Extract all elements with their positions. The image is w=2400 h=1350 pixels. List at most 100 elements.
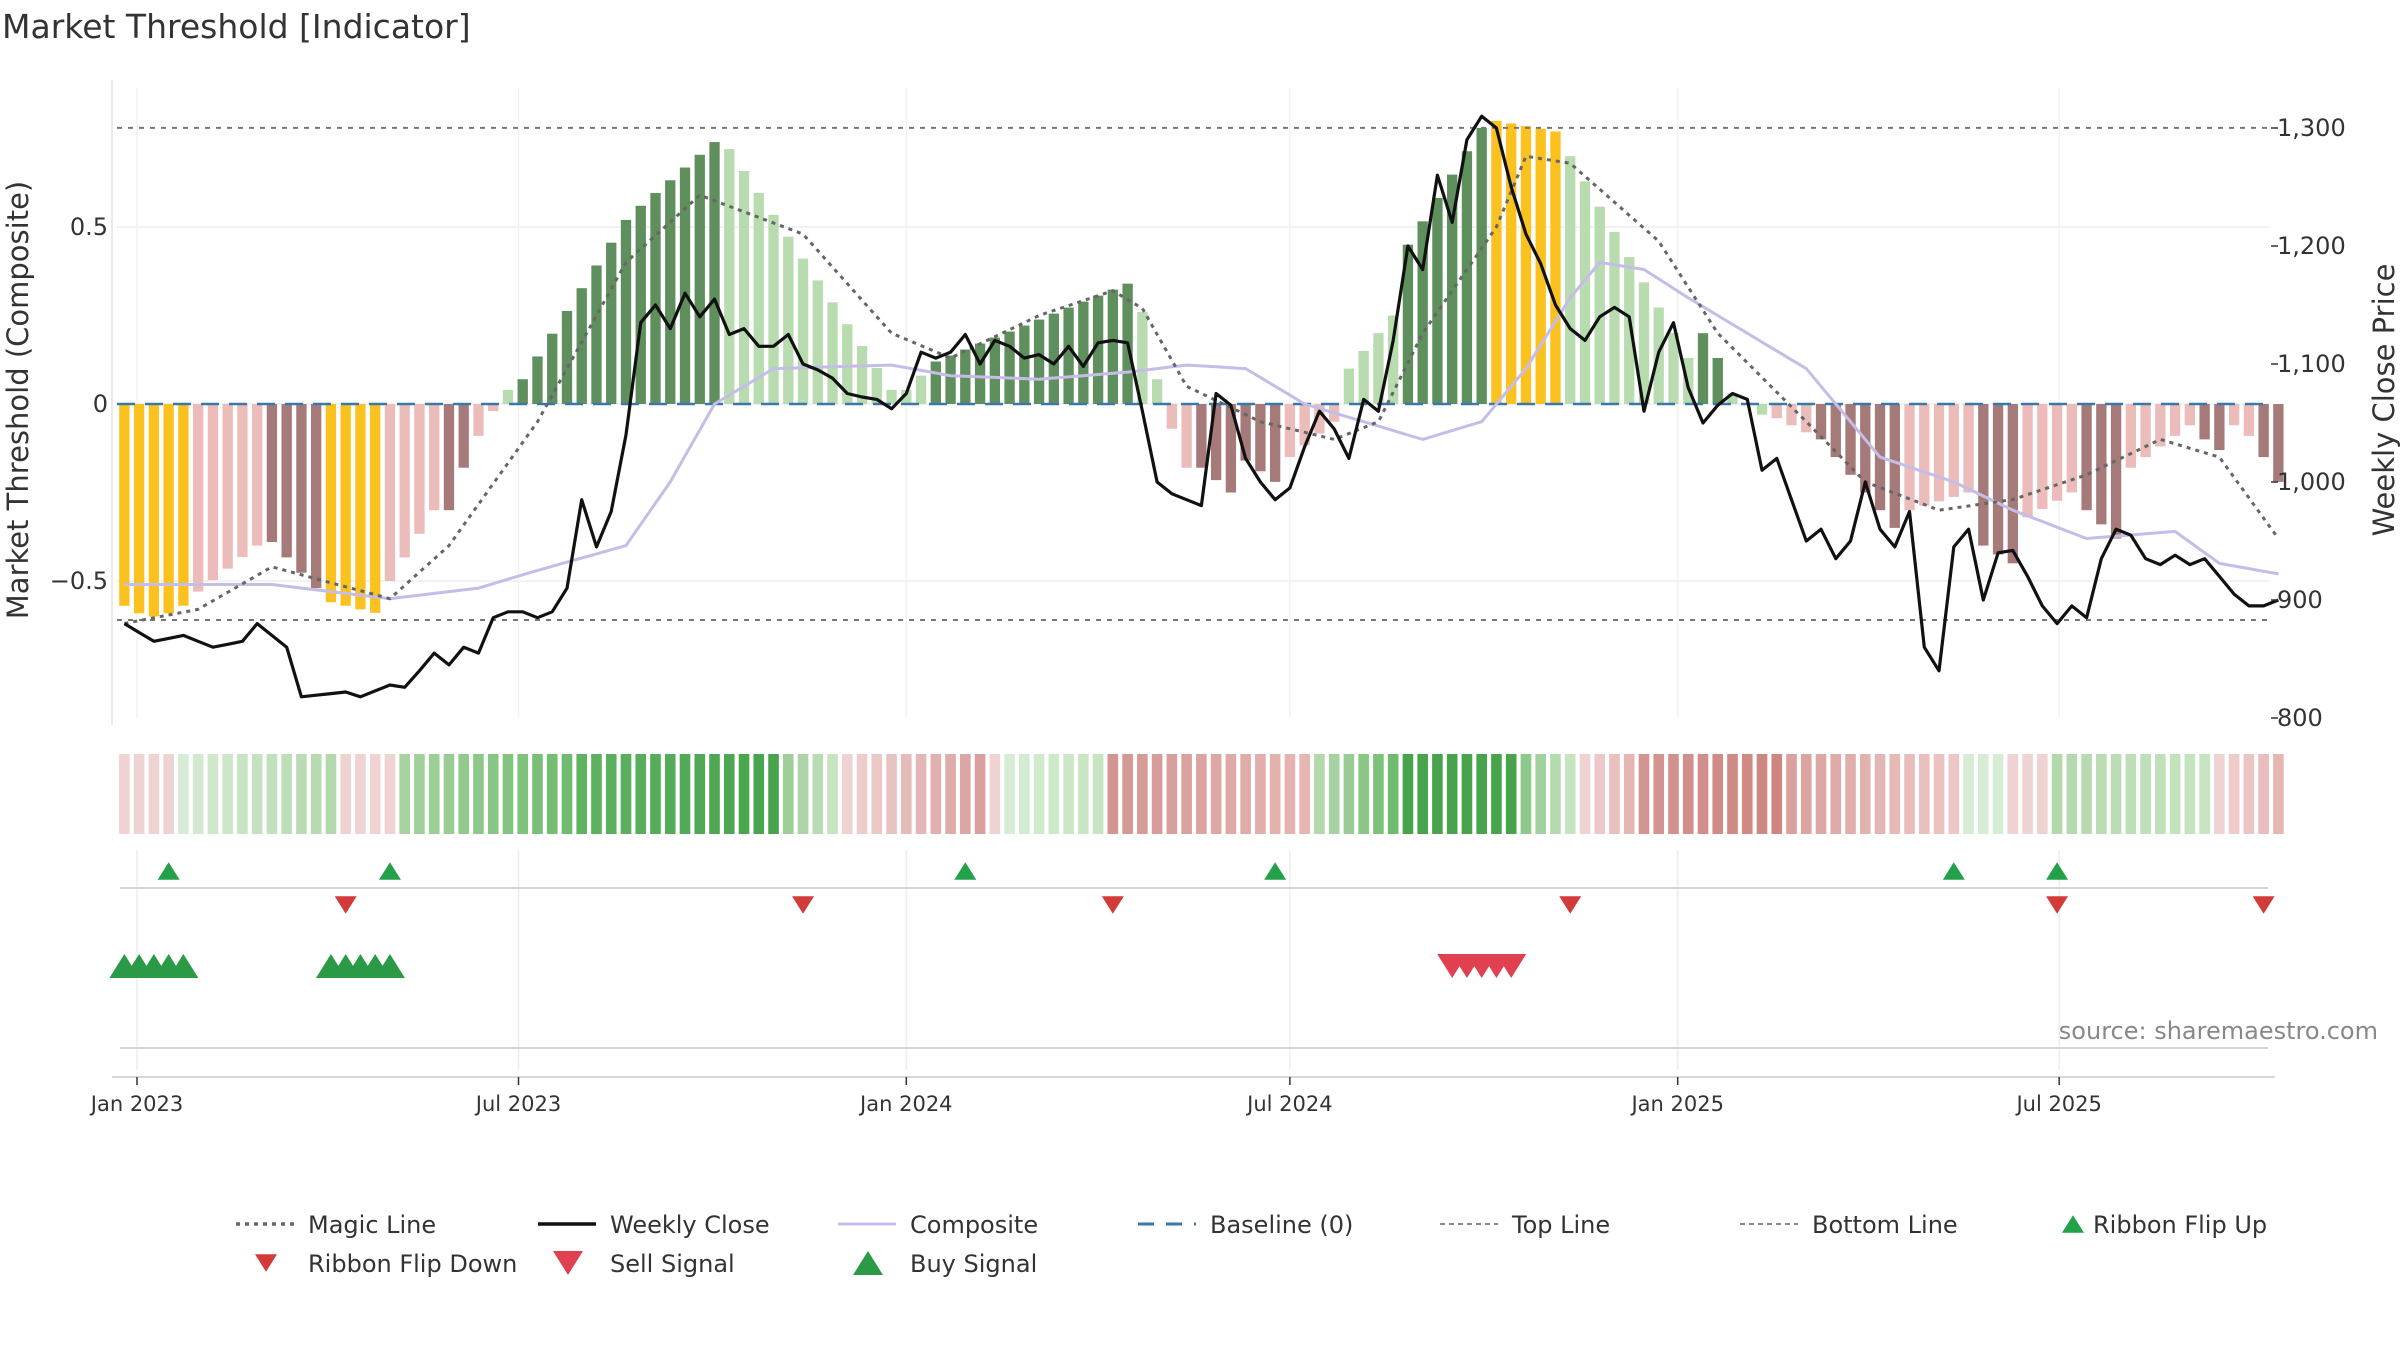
composite-bar-138 <box>2155 404 2166 447</box>
ribbon-cell-75 <box>1225 754 1237 834</box>
composite-bar-126 <box>1978 404 1989 546</box>
composite-bar-87 <box>1402 244 1414 404</box>
ribbon-cell-125 <box>1963 754 1974 834</box>
composite-bar-78 <box>1269 404 1281 482</box>
ribbon-flip-up-marker-5 <box>2046 862 2069 880</box>
composite-bar-144 <box>2243 404 2255 436</box>
composite-bar-103 <box>1638 282 1650 404</box>
x-tick-1: Jul 2023 <box>474 1092 561 1116</box>
composite-bar-14 <box>325 404 337 603</box>
composite-bar-20 <box>414 404 425 534</box>
ribbon-cell-61 <box>1019 754 1030 834</box>
ribbon-cell-40 <box>709 754 720 834</box>
composite-bar-129 <box>2022 404 2033 518</box>
ribbon-cell-127 <box>1992 754 2004 834</box>
left-tick-0: 0.5 <box>70 213 108 241</box>
series-lines <box>123 114 2280 699</box>
ribbon-cell-36 <box>650 754 661 834</box>
ribbon-flip-down-marker-3 <box>1559 896 1582 914</box>
composite-bar-34 <box>620 219 632 404</box>
ribbon-cell-96 <box>1535 754 1547 834</box>
ribbon-cell-101 <box>1609 754 1620 834</box>
grid-lines <box>117 88 2271 1070</box>
composite-bar-35 <box>635 205 646 404</box>
ribbon-cell-110 <box>1741 754 1753 834</box>
ribbon-cell-95 <box>1520 754 1532 834</box>
composite-bar-43 <box>753 192 764 404</box>
ribbon-cell-140 <box>2184 754 2196 834</box>
ribbon-flip-markers <box>120 862 2275 914</box>
composite-bar-32 <box>591 265 602 404</box>
ribbon-cell-2 <box>148 754 160 834</box>
composite-bar-38 <box>679 167 691 404</box>
ribbon-cell-70 <box>1151 754 1163 834</box>
ribbon-cell-114 <box>1800 754 1812 834</box>
composite-bar-122 <box>1919 404 1930 506</box>
ribbon-cell-41 <box>723 754 735 834</box>
ribbon-cell-1 <box>133 754 145 834</box>
legend-item-1: Weekly Close <box>538 1211 770 1239</box>
ribbon-cell-138 <box>2155 754 2166 834</box>
ribbon-cell-17 <box>369 754 381 834</box>
composite-bar-79 <box>1284 404 1296 458</box>
composite-bar-72 <box>1181 404 1192 468</box>
ribbon-cell-22 <box>443 754 455 834</box>
ribbon-cell-5 <box>192 754 204 834</box>
buy-signal-marker-4 <box>168 954 199 978</box>
composite-bar-89 <box>1432 197 1443 404</box>
composite-bar-28 <box>532 356 543 404</box>
ribbon-cell-25 <box>487 754 499 834</box>
composite-bar-111 <box>1756 404 1768 415</box>
composite-bar-10 <box>266 404 278 543</box>
ribbon-cell-144 <box>2243 754 2255 834</box>
ribbon-cell-146 <box>2273 754 2284 834</box>
ribbon-cell-134 <box>2096 754 2107 834</box>
composite-bar-130 <box>2037 404 2048 510</box>
composite-bar-61 <box>1019 325 1030 404</box>
ribbon-cell-27 <box>517 754 529 834</box>
composite-bar-91 <box>1461 151 1473 404</box>
composite-bar-0 <box>119 404 130 606</box>
composite-bar-23 <box>458 404 469 468</box>
ribbon-cell-122 <box>1918 754 1930 834</box>
ribbon-cell-88 <box>1417 754 1428 834</box>
ribbon-cell-116 <box>1830 754 1842 834</box>
composite-bar-70 <box>1151 379 1163 404</box>
ribbon-cell-130 <box>2037 754 2048 834</box>
composite-bar-137 <box>2140 404 2151 458</box>
composite-bar-76 <box>1240 404 1251 461</box>
ribbon-cell-50 <box>856 754 868 834</box>
ribbon-cell-79 <box>1284 754 1296 834</box>
composite-bar-15 <box>340 404 351 606</box>
ribbon-cell-67 <box>1107 754 1119 834</box>
composite-bar-4 <box>178 404 189 606</box>
ribbon-cell-11 <box>281 754 292 834</box>
legend-swatch-7 <box>255 1254 277 1272</box>
ribbon-cell-56 <box>945 754 956 834</box>
ribbon-flip-up-marker-3 <box>1264 862 1287 880</box>
composite-bar-49 <box>842 324 853 404</box>
left-tick-2: −0.5 <box>50 567 108 595</box>
axes: 0.5 0 −0.5 800 900 1,000 1,100 1,200 1,300 <box>50 80 2346 732</box>
composite-bar-125 <box>1963 404 1974 493</box>
ribbon-cell-6 <box>207 754 219 834</box>
composite-bar-136 <box>2125 404 2137 468</box>
composite-bar-108 <box>1712 357 1723 404</box>
right-tick-1: 900 <box>2277 586 2323 614</box>
composite-bar-63 <box>1048 313 1060 404</box>
composite-bar-24 <box>473 404 484 436</box>
ribbon-cell-37 <box>664 754 676 834</box>
composite-bar-94 <box>1506 123 1517 404</box>
ribbon-cell-121 <box>1904 754 1915 834</box>
legend: Magic Line Weekly Close Composite Baseline … <box>236 1211 2267 1278</box>
composite-bar-112 <box>1771 404 1782 419</box>
composite-bar-105 <box>1668 332 1679 404</box>
ribbon-cell-59 <box>989 754 1001 834</box>
ribbon-cell-119 <box>1874 754 1886 834</box>
composite-bar-141 <box>2199 404 2210 440</box>
ribbon-cell-128 <box>2007 754 2019 834</box>
ribbon-cell-43 <box>753 754 765 834</box>
ribbon-cell-46 <box>797 754 809 834</box>
ribbon-cell-16 <box>355 754 366 834</box>
legend-label-7: Ribbon Flip Down <box>308 1250 517 1278</box>
